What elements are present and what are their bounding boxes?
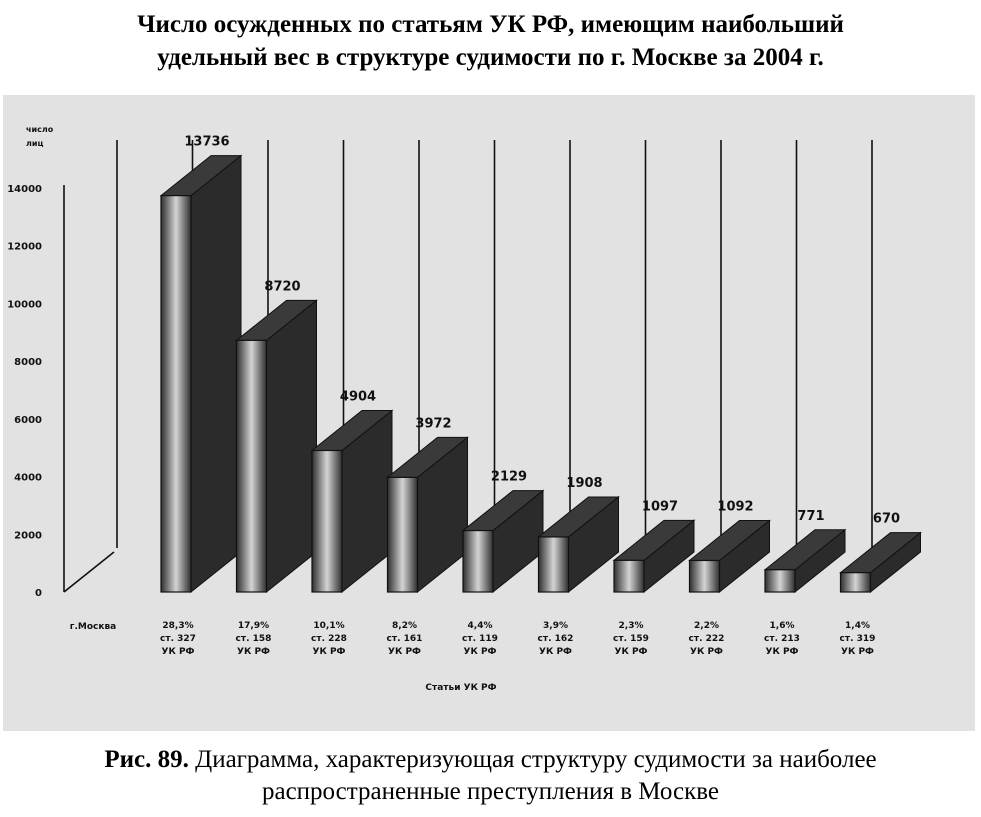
x-tick-label: ст. 161 — [387, 634, 423, 644]
x-tick-label: ст. 119 — [462, 634, 498, 644]
x-tick-label: ст. 228 — [311, 634, 347, 644]
x-tick-label: ст. 213 — [764, 634, 800, 644]
y-tick-label: 14000 — [7, 184, 42, 195]
x-tick-label: УК РФ — [464, 647, 497, 657]
bar-value-label: 8720 — [264, 279, 300, 294]
x-tick-label: ст. 159 — [613, 634, 649, 644]
figure-number: Рис. 89. — [104, 746, 189, 773]
x-tick-label: ст. 162 — [538, 634, 574, 644]
bar — [839, 531, 922, 594]
x-tick-label: УК РФ — [313, 647, 346, 657]
bar-side — [190, 154, 242, 594]
bar — [235, 299, 318, 594]
bar-front — [839, 572, 872, 593]
bar-value-label: 1092 — [717, 499, 753, 514]
x-tick-label: 2,2% — [694, 621, 719, 631]
y-tick-label: 2000 — [14, 530, 42, 541]
bar-value-label: 4904 — [340, 389, 376, 404]
y-axis-label: число — [26, 125, 54, 134]
bar — [310, 409, 394, 594]
x-tick-label: УК РФ — [615, 647, 648, 657]
x-tick-label: ст. 319 — [840, 634, 876, 644]
bar-front — [311, 449, 343, 593]
title-line-2: удельный вес в структуре судимости по г.… — [157, 44, 824, 71]
caption-line-1: Диаграмма, характеризующая структуру суд… — [188, 746, 877, 773]
x-tick-label: 28,3% — [162, 621, 193, 631]
bar-front — [462, 529, 494, 593]
title-line-1: Число осужденных по статьям УК РФ, имеющ… — [137, 11, 844, 38]
x-tick-label: 17,9% — [238, 621, 269, 631]
x-tick-label: УК РФ — [539, 647, 572, 657]
bar — [537, 495, 620, 594]
y-tick-label: 4000 — [14, 473, 42, 484]
x-tick-label: 1,4% — [845, 621, 870, 631]
x-tick-label: 8,2% — [392, 621, 417, 631]
bar-value-label: 3972 — [415, 416, 451, 431]
x-tick-label: 4,4% — [468, 621, 493, 631]
bar-front — [764, 569, 796, 593]
labels: 13736 8720 4904 3972 2129 1908 1097 1092 771 670 г… — [70, 135, 900, 693]
x-tick-label: УК РФ — [388, 647, 421, 657]
bar-front — [688, 559, 721, 593]
y-tick-label: 8000 — [14, 357, 42, 368]
bar-value-label: 670 — [873, 512, 900, 527]
x-tick-label: ст. 327 — [160, 634, 196, 644]
x-tick-label: ст. 158 — [236, 634, 272, 644]
bar-front — [537, 536, 570, 593]
series-label: г.Москва — [70, 622, 116, 632]
bar — [386, 436, 469, 594]
bar — [688, 519, 771, 594]
figure-caption: Рис. 89. Диаграмма, характеризующая стру… — [0, 744, 981, 808]
bar-value-label: 771 — [797, 509, 824, 524]
x-tick-label: 3,9% — [543, 621, 568, 631]
bar — [159, 154, 243, 594]
x-tick-label: УК РФ — [690, 647, 723, 657]
chart-title: Число осужденных по статьям УК РФ, имеющ… — [0, 8, 981, 74]
bar-side — [266, 299, 317, 594]
y-tick-label: 10000 — [7, 299, 42, 310]
bar-value-label: 2129 — [491, 470, 527, 485]
caption-line-2: распространенные преступления в Москве — [261, 778, 720, 805]
x-tick-label: УК РФ — [841, 647, 874, 657]
x-tick-label: УК РФ — [237, 647, 270, 657]
bar — [461, 489, 545, 594]
x-tick-label: УК РФ — [766, 647, 799, 657]
y-tick-label: 12000 — [7, 242, 42, 253]
bar-front — [386, 476, 419, 593]
bar-front — [613, 559, 645, 593]
bar-value-label: 1097 — [642, 499, 678, 514]
x-tick-label: УК РФ — [162, 647, 195, 657]
y-tick-label: 6000 — [14, 415, 42, 426]
floor-line — [63, 551, 115, 593]
bar-value-label: 13736 — [184, 135, 229, 150]
x-tick-label: 2,3% — [619, 621, 644, 631]
bar-front — [160, 195, 192, 593]
x-tick-label: ст. 222 — [689, 634, 725, 644]
x-tick-label: 10,1% — [313, 621, 344, 631]
bar — [612, 519, 696, 594]
bars — [159, 154, 922, 594]
y-tick-label: 0 — [35, 588, 42, 599]
bar-front — [235, 339, 268, 593]
y-axis-label: лиц — [26, 139, 43, 148]
bar-value-label: 1908 — [566, 476, 602, 491]
x-axis-label: Статьи УК РФ — [425, 683, 496, 693]
bar — [763, 528, 847, 594]
x-tick-label: 1,6% — [770, 621, 795, 631]
